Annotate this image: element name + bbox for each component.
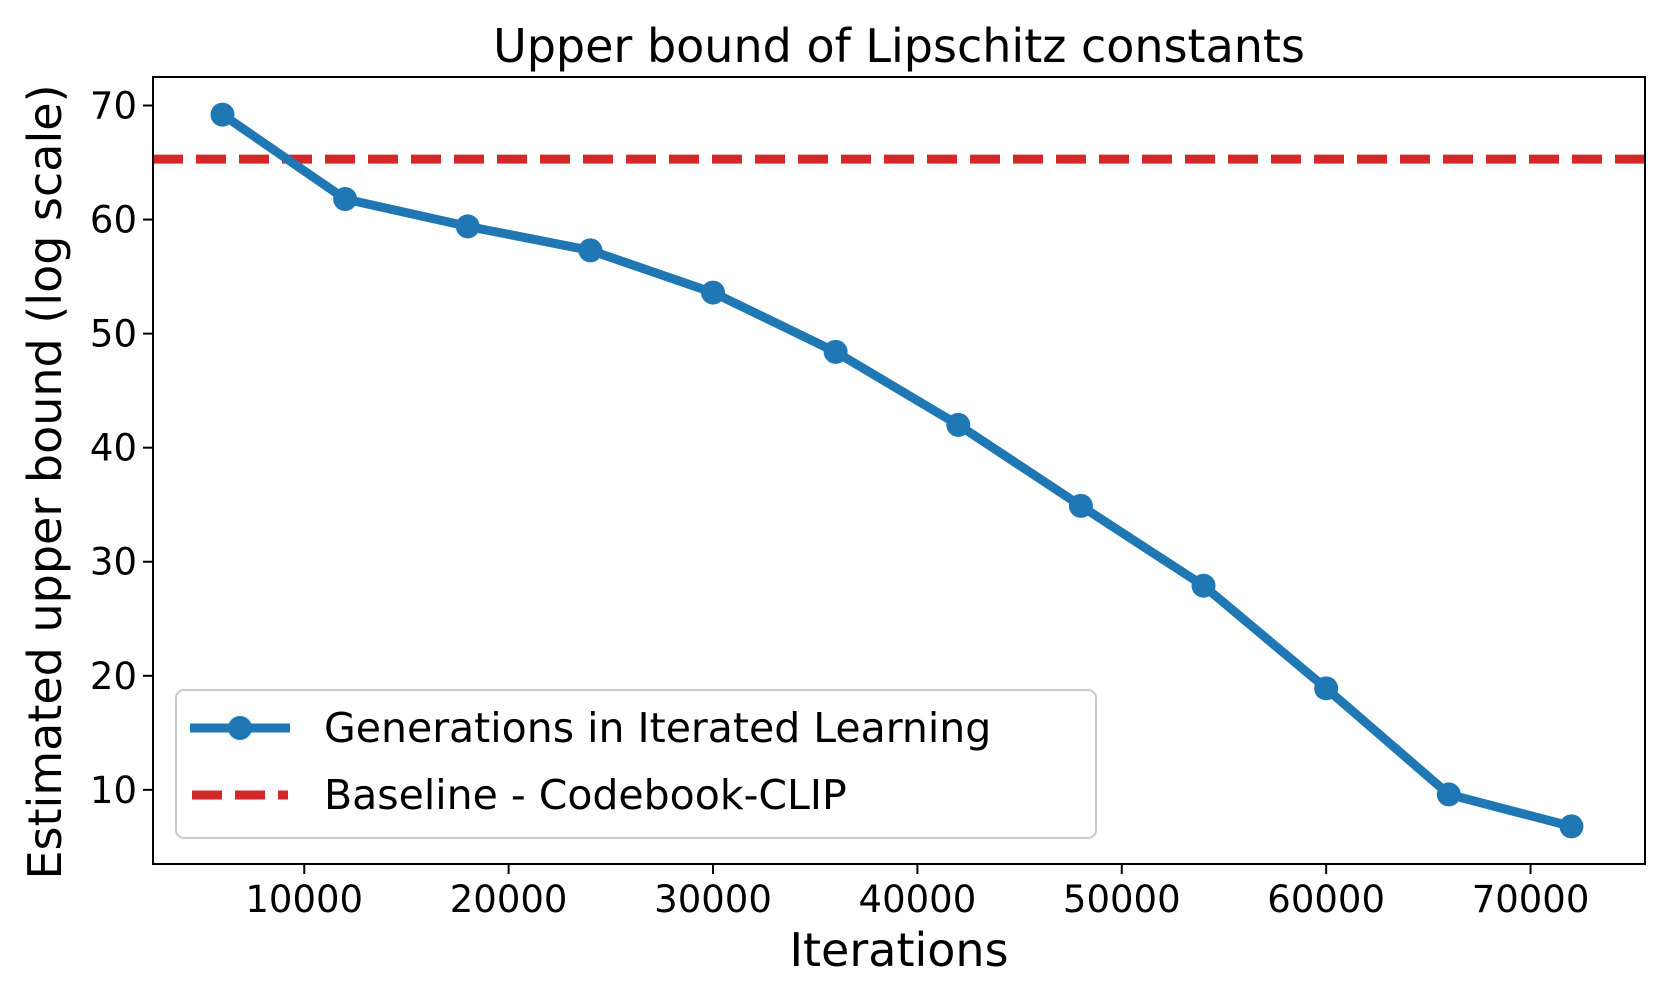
y-axis: 10 20 30 40 50 60 70: [90, 85, 153, 812]
y-tick-label: 40: [90, 427, 137, 470]
data-point: [701, 280, 726, 305]
data-point: [210, 102, 235, 127]
y-tick-label: 20: [90, 655, 137, 698]
data-point: [1314, 676, 1339, 701]
data-point: [1191, 573, 1216, 598]
y-axis-title: Estimated upper bound (log scale): [18, 84, 72, 879]
legend-label-series-1: Baseline - Codebook-CLIP: [324, 771, 847, 819]
chart-title: Upper bound of Lipschitz constants: [493, 19, 1305, 73]
y-tick-label: 30: [90, 541, 137, 584]
legend: Generations in Iterated Learning Baselin…: [175, 689, 1097, 839]
series-layer: [153, 102, 1645, 839]
legend-marker-series-0: [228, 716, 252, 740]
data-point: [1068, 493, 1093, 518]
x-tick-label: 60000: [1267, 878, 1385, 921]
y-tick-label: 60: [90, 199, 137, 242]
series-line: [218, 110, 1576, 831]
x-tick-label: 30000: [654, 878, 772, 921]
x-axis-title: Iterations: [789, 923, 1008, 977]
data-point: [1436, 782, 1461, 807]
plot-frame: [152, 76, 1646, 865]
x-tick-label: 10000: [245, 878, 363, 921]
x-tick-label: 70000: [1472, 878, 1590, 921]
x-tick-label: 50000: [1063, 878, 1181, 921]
data-point: [578, 238, 603, 263]
y-tick-label: 10: [90, 769, 137, 812]
data-point: [823, 339, 848, 364]
legend-box: [175, 689, 1097, 839]
x-tick-label: 40000: [859, 878, 977, 921]
x-axis: 10000 20000 30000 40000 50000 60000 70000: [245, 864, 1589, 921]
y-tick-label: 50: [90, 313, 137, 356]
data-point: [333, 187, 358, 212]
y-tick-label: 70: [90, 85, 137, 128]
data-point: [946, 412, 971, 437]
data-point: [455, 214, 480, 239]
x-tick-label: 20000: [450, 878, 568, 921]
legend-label-series-0: Generations in Iterated Learning: [324, 704, 991, 752]
plot-area: [152, 76, 1646, 865]
data-point: [1559, 814, 1584, 839]
